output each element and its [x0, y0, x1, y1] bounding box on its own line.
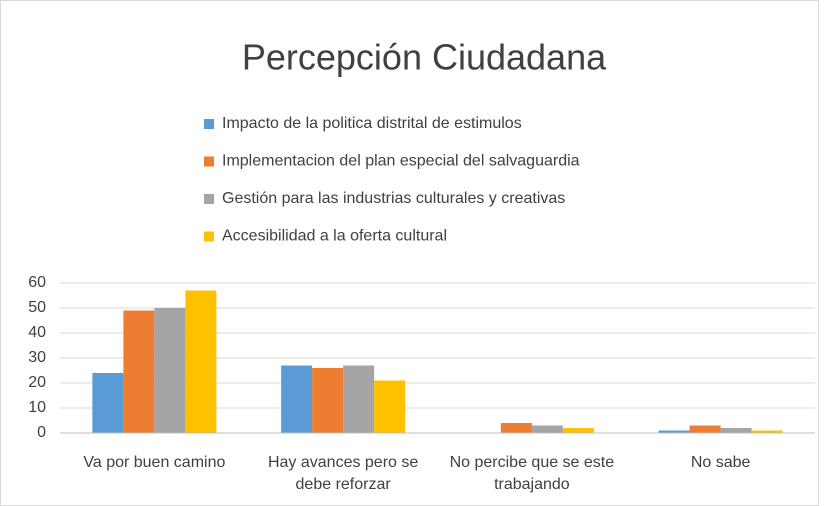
bar [751, 430, 783, 433]
legend-swatch [204, 119, 214, 129]
y-tick-label: 20 [28, 374, 46, 391]
legend-swatch [204, 231, 214, 242]
chart-title: Percepción Ciudadana [242, 37, 607, 78]
y-tick-label: 10 [28, 399, 46, 416]
legend-label: Impacto de la politica distrital de esti… [222, 115, 522, 132]
x-tick-label: No percibe que se este trabajando [449, 454, 615, 493]
y-tick-label: 50 [28, 299, 46, 316]
y-tick-label: 30 [28, 349, 46, 366]
bar [562, 428, 594, 433]
y-tick-label: 40 [28, 324, 46, 341]
y-tick-label: 60 [28, 274, 46, 291]
bar [185, 290, 217, 433]
x-tick-label: Va por buen camino [83, 454, 226, 471]
bar [123, 310, 155, 433]
bar [689, 425, 721, 433]
legend-label: Implementacion del plan especial del sal… [222, 153, 580, 170]
bar [312, 368, 344, 433]
bar [658, 430, 690, 433]
bar [374, 380, 406, 433]
x-tick-label: No sabe [690, 454, 751, 471]
bar [531, 425, 563, 433]
legend-swatch [204, 194, 214, 204]
bar [281, 365, 313, 433]
x-tick-label: Hay avances pero se debe reforzar [267, 454, 419, 493]
bar [720, 428, 752, 433]
bar [92, 373, 124, 433]
y-tick-label: 0 [37, 424, 46, 441]
bar [500, 423, 532, 433]
bar [343, 365, 375, 433]
bar [154, 308, 186, 433]
legend-label: Gestión para las industrias culturales y… [222, 190, 565, 207]
legend-label: Accesibilidad a la oferta cultural [222, 228, 447, 245]
legend-swatch [204, 156, 214, 167]
